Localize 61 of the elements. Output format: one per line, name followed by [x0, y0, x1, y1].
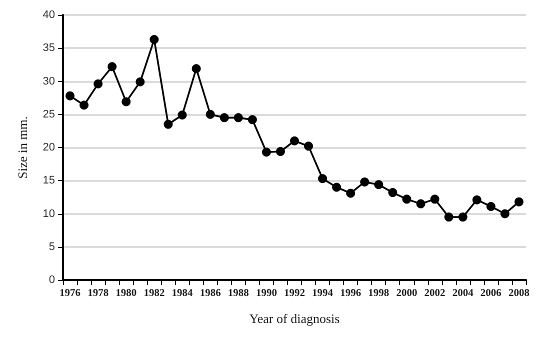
y-tick-label: 30 [42, 75, 55, 88]
y-tick-label: 35 [42, 42, 55, 54]
y-tick-label: 0 [48, 274, 55, 286]
point [332, 182, 342, 192]
point [430, 194, 440, 204]
point [318, 174, 328, 184]
point [388, 188, 398, 198]
point [150, 35, 159, 44]
point [178, 110, 187, 120]
point [472, 195, 482, 204]
point [94, 79, 103, 88]
y-axis-title: Size in mm. [15, 116, 30, 179]
x-tick-label: 1986 [200, 288, 221, 299]
point [220, 113, 229, 122]
x-tick-label: 1992 [284, 288, 305, 299]
point [500, 209, 510, 218]
point [402, 194, 412, 204]
y-tick-label: 20 [42, 142, 55, 154]
x-tick-label: 2008 [508, 288, 530, 299]
point [360, 177, 370, 186]
point [262, 148, 271, 157]
x-tick-label: 1980 [116, 288, 137, 299]
point [122, 97, 131, 106]
point [346, 188, 356, 198]
point [374, 180, 384, 190]
point [206, 110, 215, 119]
point [276, 146, 285, 156]
point [66, 91, 75, 100]
point [80, 100, 89, 110]
x-tick-label: 1994 [312, 288, 334, 299]
x-axis-title: Year of diagnosis [249, 311, 340, 326]
point [486, 202, 496, 211]
x-tick-label: 1976 [60, 288, 81, 299]
point [234, 113, 243, 122]
point [458, 212, 468, 222]
point [514, 197, 524, 206]
y-tick-label: 5 [48, 240, 55, 253]
x-tick-label: 2002 [424, 288, 446, 299]
point [304, 142, 314, 151]
point [192, 64, 201, 74]
x-tick-label: 1988 [228, 288, 249, 299]
x-tick-label: 1978 [88, 288, 109, 299]
point [444, 212, 454, 222]
point [248, 115, 257, 124]
x-tick-label: 1990 [256, 288, 277, 299]
y-tick-label: 40 [42, 9, 55, 21]
x-tick-label: 1982 [144, 288, 165, 299]
x-tick-label: 2006 [480, 288, 502, 299]
x-tick-label: 1998 [368, 288, 390, 299]
x-tick-label: 1984 [172, 288, 194, 299]
y-tick-label: 10 [42, 208, 55, 220]
point [290, 136, 299, 146]
point [416, 199, 426, 208]
x-tick-label: 1996 [340, 288, 362, 299]
y-tick-label: 15 [42, 174, 55, 187]
x-tick-label: 2000 [396, 288, 418, 299]
y-tick-label: 25 [42, 108, 55, 120]
point [136, 77, 145, 86]
point [108, 62, 117, 72]
point [164, 120, 173, 129]
x-tick-label: 2004 [452, 288, 474, 299]
